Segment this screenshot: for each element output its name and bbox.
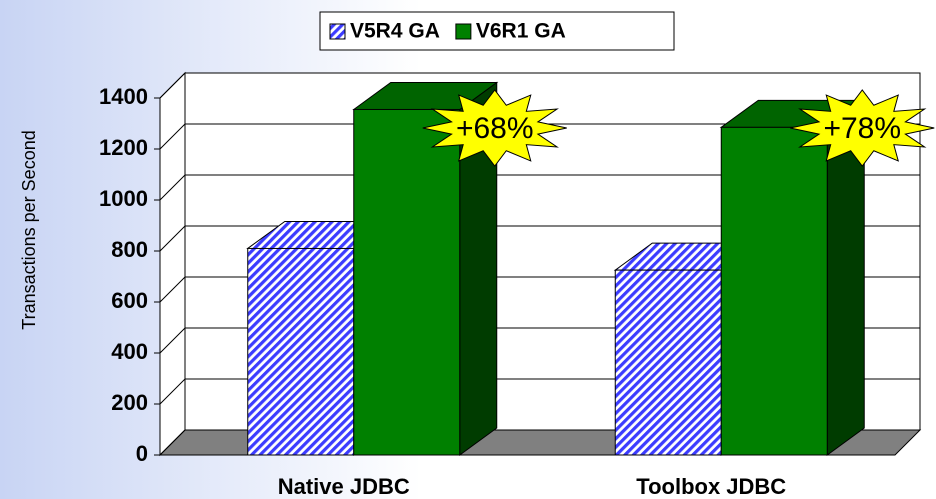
y-tick-label: 1000: [99, 186, 148, 211]
starburst: [790, 89, 935, 167]
y-tick-label: 0: [136, 441, 148, 466]
bar: [247, 247, 355, 456]
annotation: +68%: [456, 112, 534, 145]
legend-swatch: [329, 23, 346, 40]
y-tick-label: 600: [111, 288, 148, 313]
y-axis-label: Transactions per Second: [19, 130, 39, 329]
x-tick-label: Native JDBC: [278, 474, 410, 499]
y-tick-label: 200: [111, 390, 148, 415]
bar: [353, 108, 461, 456]
starburst: [422, 89, 567, 167]
grid-line: [159, 123, 920, 150]
side-wall: [159, 71, 186, 457]
legend-label: V6R1 GA: [476, 20, 566, 43]
annotation: +78%: [823, 112, 901, 145]
grid-line: [159, 72, 920, 99]
y-tick-label: 1200: [99, 135, 148, 160]
legend: [319, 11, 675, 51]
y-tick-label: 400: [111, 339, 148, 364]
bar: [720, 126, 828, 456]
bar: [614, 269, 722, 456]
grid-line: [159, 225, 920, 252]
grid-line: [159, 174, 920, 201]
y-tick-label: 800: [111, 237, 148, 262]
x-tick-label: Toolbox JDBC: [636, 474, 786, 499]
y-tick-label: 1400: [99, 84, 148, 109]
legend-label: V5R4 GA: [350, 20, 440, 43]
legend-swatch: [455, 23, 472, 40]
